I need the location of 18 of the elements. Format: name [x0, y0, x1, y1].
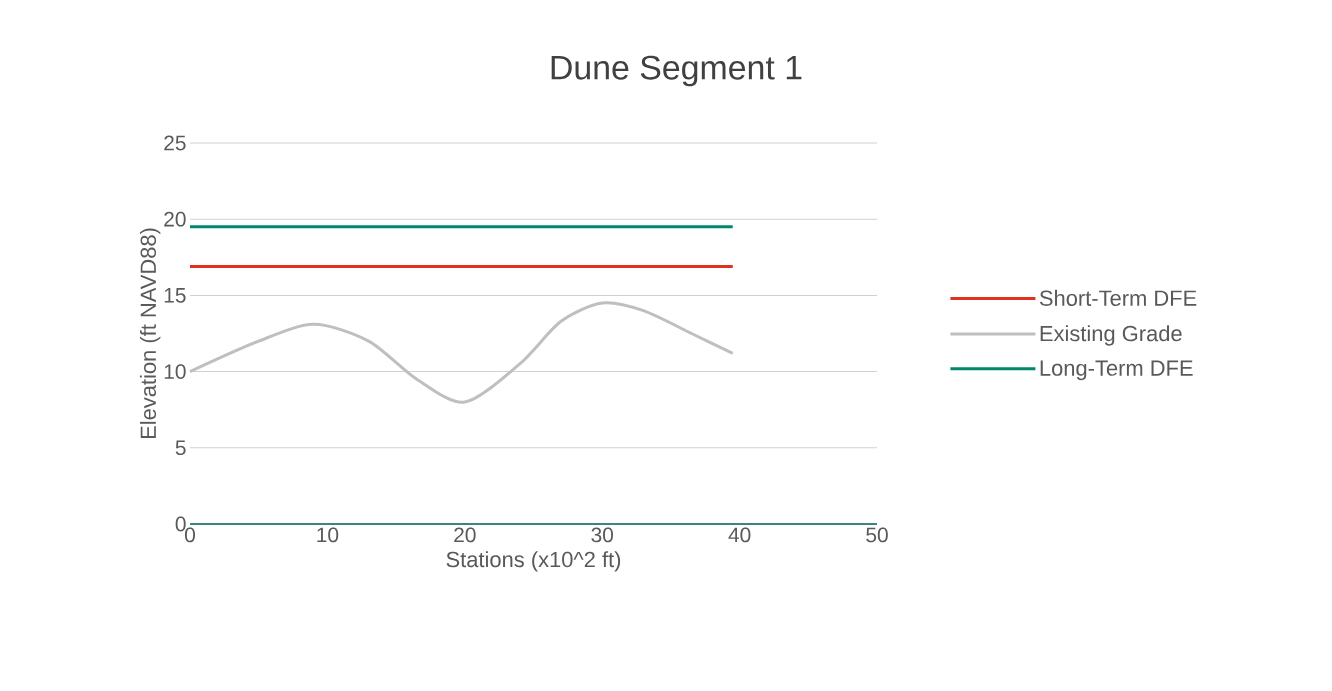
- chart-title: Dune Segment 1: [551, 55, 802, 87]
- x-tick-label: 50: [866, 527, 888, 543]
- x-tick-label: 20: [454, 527, 476, 543]
- y-tick-label: 25: [164, 135, 186, 151]
- y-tick-label: 0: [175, 516, 186, 532]
- x-tick-label: 40: [728, 527, 751, 543]
- y-tick-label: 20: [164, 211, 186, 227]
- x-tick-label: 10: [317, 527, 339, 543]
- y-axis-title: Elevation (ft NAVD88): [139, 228, 161, 439]
- x-axis-title: Stations (x10^2 ft): [446, 551, 621, 572]
- y-tick-label: 15: [164, 288, 186, 303]
- legend-label: Long-Term DFE: [1040, 360, 1193, 381]
- line-series: [188, 301, 735, 404]
- y-tick-label: 10: [164, 364, 186, 379]
- legend-label: Short-Term DFE: [1039, 289, 1197, 306]
- y-tick-label: 5: [175, 440, 186, 456]
- x-tick-label: 30: [591, 527, 614, 543]
- legend-label: Existing Grade: [1040, 325, 1182, 346]
